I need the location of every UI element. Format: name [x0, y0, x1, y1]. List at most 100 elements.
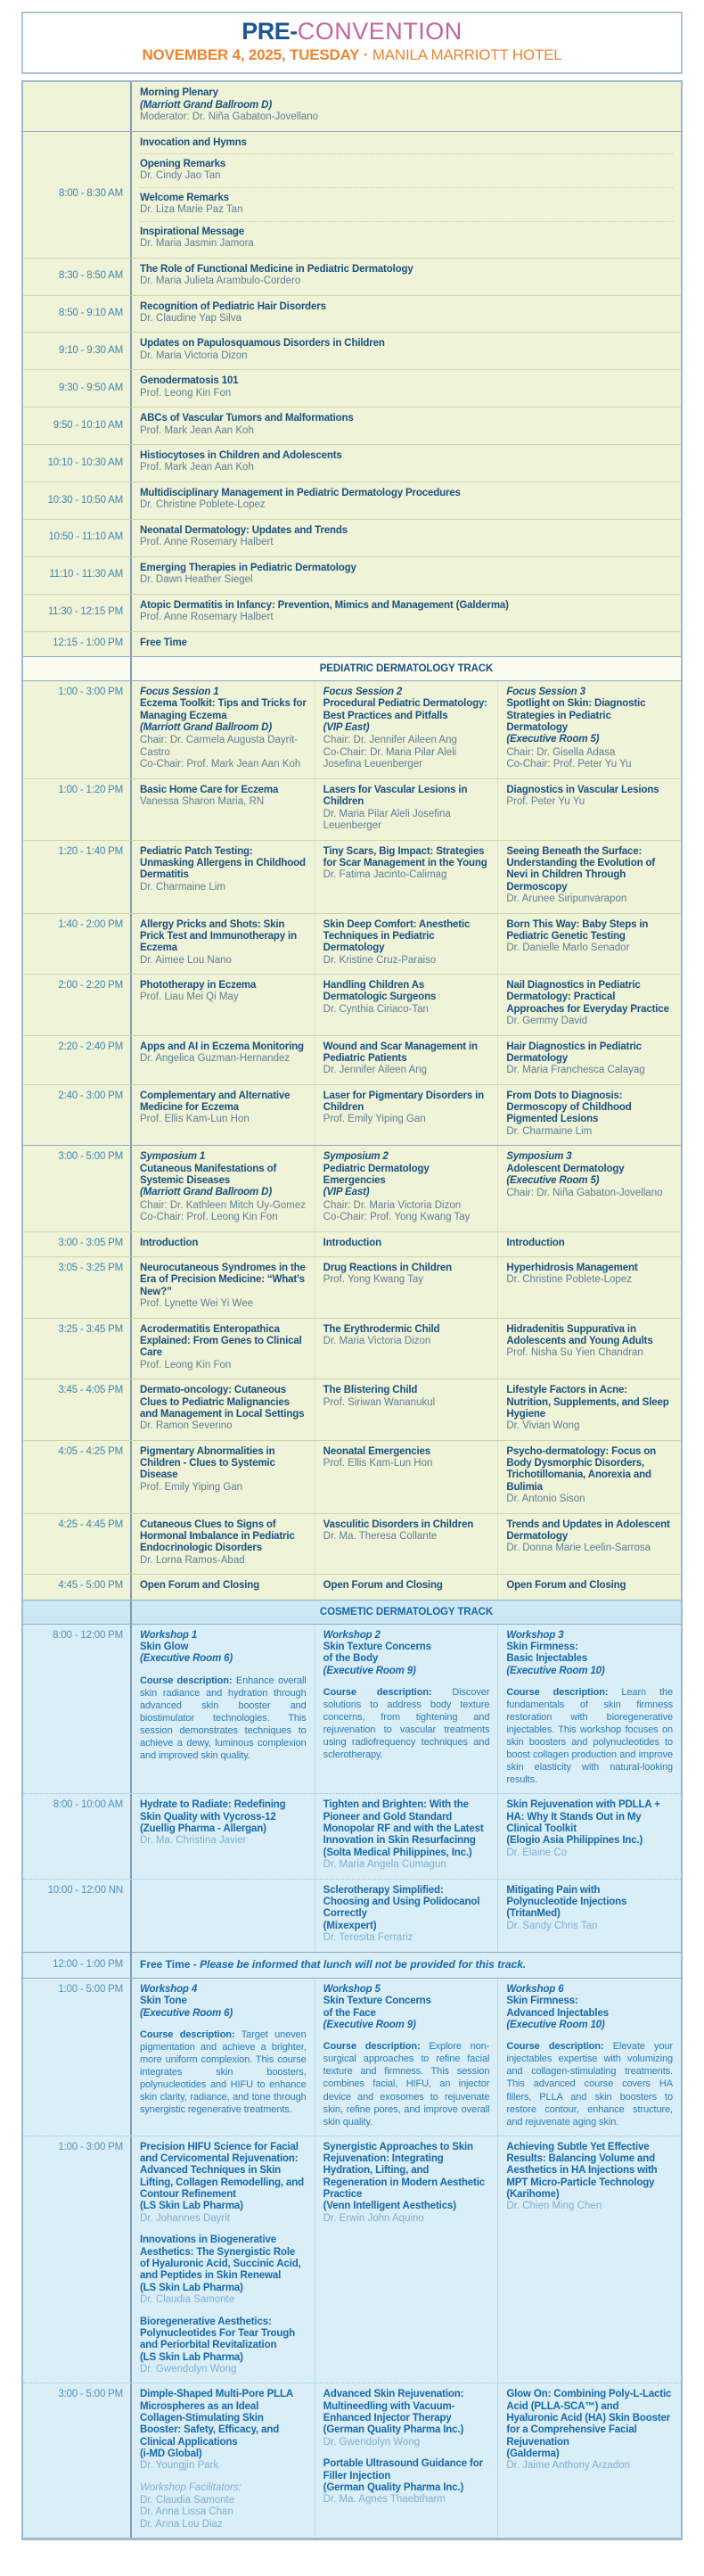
schedule-row: 2:40 - 3:00 PM Complementary and Alterna… [23, 1083, 681, 1146]
time-label: 8:00 - 8:30 AM [23, 131, 132, 258]
title-pre: PRE- [241, 18, 298, 45]
agenda-item: Inspirational Message Dr. Maria Jasmin J… [140, 220, 673, 251]
event-venue: MANILA MARRIOTT HOTEL [372, 46, 562, 64]
workshop-header-cell: Workshop 6 Skin Firmness: Advanced Injec… [497, 1978, 681, 2136]
talk-item: Precision HIFU Science for Facial and Ce… [140, 2142, 307, 2226]
session-label: Focus Session 3 [506, 686, 585, 697]
agenda-row: 9:10 - 9:30 AM Updates on Papulosquamous… [23, 332, 681, 370]
speaker-name: Dr. Christine Poblete-Lopez [506, 1274, 632, 1286]
row-cells: Free Time [132, 632, 681, 656]
time-label: 11:10 - 11:30 AM [23, 556, 132, 594]
workshop-header-cell: Workshop 4 Skin Tone (Executive Room 6) … [132, 1979, 315, 2136]
lecture-cell: Emerging Therapies in Pediatric Dermatol… [132, 557, 681, 594]
speaker-name: Dr. Antonio Sison [506, 1494, 585, 1505]
session-chairs: Chair: Dr. Kathleen Mitch Uy-Gomez Co-Ch… [140, 1199, 306, 1223]
session-room: (Marriott Grand Ballroom D) [140, 721, 273, 733]
workshop-header-cell: Workshop 2 Skin Texture Concerns of the … [314, 1624, 498, 1794]
free-time-note: Please be informed that lunch will not b… [200, 1957, 527, 1971]
schedule-row: 1:00 - 1:20 PM Basic Home Care for Eczem… [23, 778, 681, 840]
plenary-moderator: Moderator: Dr. Niña Gabaton-Jovellano [140, 111, 319, 123]
lecture-cell: Free Time [132, 632, 681, 656]
speaker-name: Dr. Elaine Co [506, 1847, 568, 1858]
talk-title: Psycho-dermatology: Focus on Body Dysmor… [506, 1445, 657, 1493]
workshop-title: Skin Firmness: Advanced Injectables [506, 1996, 609, 2019]
talk-cell: Achieving Subtle Yet Effective Results: … [497, 2136, 681, 2383]
agenda-item: Welcome Remarks Dr. Liza Marie Paz Tan [140, 186, 673, 217]
speaker-name: Prof. Anne Rosemary Halbert [140, 537, 274, 548]
time-label: 1:00 - 5:00 PM [23, 1978, 132, 2136]
agenda-row: 10:10 - 10:30 AM Histiocytoses in Childr… [23, 444, 681, 481]
speaker-name: Prof. Lynette Wei Yi Wee [140, 1298, 253, 1310]
talk-cell: Hidradenitis Suppurativa in Adolescents … [497, 1318, 681, 1379]
lecture-cell: Genodermatosis 101 Prof. Leong Kin Fon [132, 370, 681, 407]
agenda-row: 10:50 - 11:10 AM Neonatal Dermatology: U… [23, 518, 681, 556]
talk-title: Hydrate to Radiate: Redefining Skin Qual… [140, 1799, 286, 1835]
speaker-name: Dr. Danielle Marlo Senador [506, 942, 630, 954]
talk-cell: Tiny Scars, Big Impact: Strategies for S… [314, 840, 498, 913]
lecture-title: Histiocytoses in Children and Adolescent… [140, 450, 342, 462]
workshop-header-cell: Workshop 5 Skin Texture Concerns of the … [314, 1978, 498, 2136]
event-date: NOVEMBER 4, 2025, TUESDAY [142, 46, 360, 64]
focus-sessions-header-row: 1:00 - 3:00 PM Focus Session 1 Eczema To… [23, 679, 681, 778]
talk-title: Dimple-Shaped Multi-Pore PLLA Microspher… [140, 2389, 293, 2460]
speaker-name: Dr. Christine Poblete-Lopez [140, 499, 266, 511]
talk-title: Diagnostics in Vascular Lesions [506, 784, 659, 795]
talk-cell: Hydrate to Radiate: Redefining Skin Qual… [132, 1794, 315, 1878]
session-title: Cutaneous Manifestations of Systemic Dis… [140, 1163, 277, 1187]
row-cells: Histiocytoses in Children and Adolescent… [132, 445, 681, 481]
talk-note: Workshop Facilitators: [140, 2481, 241, 2493]
talk-title: Basic Home Care for Eczema [140, 784, 279, 795]
workshop-label: Workshop 3 [506, 1629, 564, 1641]
opening-block-row: 8:00 - 8:30 AM Invocation and Hymns Open… [23, 130, 681, 258]
speaker-name: Dr. Ma. Agnes Thaebtharm [323, 2494, 446, 2506]
talk-cell: Cutaneous Clues to Signs of Hormonal Imb… [132, 1514, 315, 1575]
session-header-cell: Focus Session 2 Procedural Pediatric Der… [314, 680, 498, 778]
talk-title: Apps and AI in Eczema Monitoring [140, 1041, 304, 1052]
workshop-room: (Executive Room 9) [323, 1665, 416, 1676]
lecture-cell: The Role of Functional Medicine in Pedia… [132, 259, 681, 295]
talk-title: Introduction [140, 1237, 199, 1248]
lecture-cell: Updates on Papulosquamous Disorders in C… [132, 333, 681, 369]
talk-cell: The Erythrodermic Child Dr. Maria Victor… [314, 1318, 498, 1379]
session-chairs: Chair: Dr. Gisella Adasa Co-Chair: Prof.… [506, 746, 632, 770]
talk-item: Skin Rejuvenation with PDLLA + HA: Why I… [506, 1799, 673, 1859]
pediatric-track-banner-label: PEDIATRIC DERMATOLOGY TRACK [319, 663, 494, 674]
talk-title: Glow On: Combining Poly-L-Lactic Acid (P… [506, 2389, 672, 2460]
speaker-name: Dr. Fatima Jacinto-Calimag [323, 869, 447, 881]
talk-cell: Glow On: Combining Poly-L-Lactic Acid (P… [497, 2383, 681, 2539]
talk-cell: Synergistic Approaches to Skin Rejuvenat… [314, 2136, 498, 2383]
schedule-row: 3:05 - 3:25 PM Neurocutaneous Syndromes … [23, 1256, 681, 1318]
speaker-name: Prof. Mark Jean Aan Koh [140, 424, 254, 436]
agenda-row: 11:30 - 12:15 PM Atopic Dermatitis in In… [23, 593, 681, 631]
agenda-row: 9:30 - 9:50 AM Genodermatosis 101 Prof. … [23, 369, 681, 407]
schedule-row: 3:45 - 4:05 PM Dermato-oncology: Cutaneo… [23, 1379, 681, 1440]
lecture-title: Emerging Therapies in Pediatric Dermatol… [140, 562, 356, 573]
time-label: 1:00 - 3:00 PM [23, 2136, 132, 2383]
talk-title: Synergistic Approaches to Skin Rejuvenat… [323, 2141, 486, 2212]
schedule-row: 10:00 - 12:00 NN Sclerotherapy Simplifie… [23, 1878, 681, 1952]
time-label: 8:30 - 8:50 AM [23, 258, 132, 295]
workshop-label: Workshop 2 [323, 1629, 381, 1641]
row-cells: Workshop 1 Skin Glow (Executive Room 6) … [132, 1624, 681, 1794]
speaker-name: Dr. Charmaine Lim [140, 881, 225, 893]
lecture-title: Atopic Dermatitis in Infancy: Prevention… [140, 599, 509, 611]
speaker-name: Dr. Maria Angela Cumagun [323, 1859, 446, 1871]
pediatric-track-banner: PEDIATRIC DERMATOLOGY TRACK [23, 655, 681, 680]
workshops-am-header-row: 8:00 - 12:00 PM Workshop 1 Skin Glow (Ex… [23, 1623, 681, 1794]
agenda-title: Inspirational Message [140, 226, 244, 237]
session-title: Eczema Toolkit: Tips and Tricks for Mana… [140, 698, 307, 721]
speaker-name: Prof. Mark Jean Aan Koh [140, 462, 254, 473]
lecture-title: Recognition of Pediatric Hair Disorders [140, 300, 326, 312]
talk-title: Cutaneous Clues to Signs of Hormonal Imb… [140, 1518, 295, 1554]
talk-cell: Open Forum and Closing [497, 1575, 681, 1600]
talk-item: Hydrate to Radiate: Redefining Skin Qual… [140, 1799, 307, 1848]
talk-title: Open Forum and Closing [506, 1580, 626, 1592]
symposium-header-row: 3:00 - 5:00 PM Symposium 1 Cutaneous Man… [23, 1145, 681, 1231]
agenda-item: Invocation and Hymns [140, 137, 673, 149]
talk-title: Handling Children As Dermatologic Surgeo… [323, 980, 437, 1003]
workshop-label: Workshop 4 [140, 1983, 198, 1995]
row-cells: Precision HIFU Science for Facial and Ce… [132, 2136, 681, 2383]
speaker-name: Dr. Lorna Ramos-Abad [140, 1554, 245, 1566]
agenda-title: Opening Remarks [140, 158, 226, 169]
